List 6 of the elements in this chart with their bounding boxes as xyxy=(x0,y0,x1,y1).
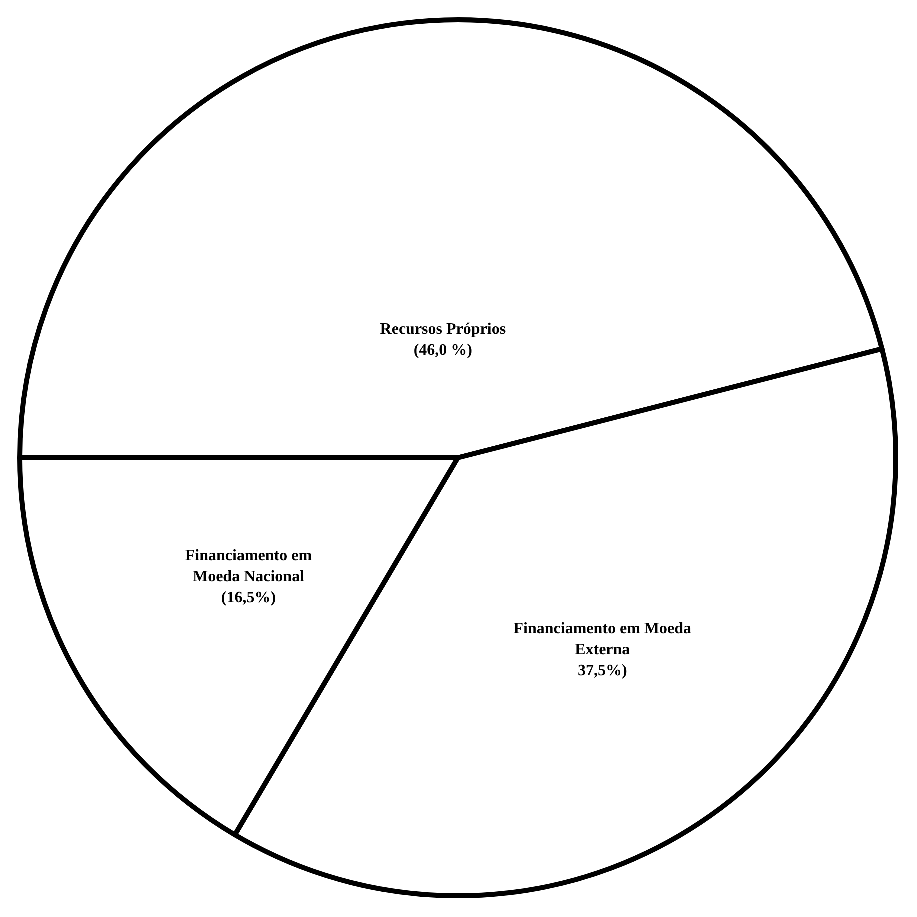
data-label: 37,5%) xyxy=(578,662,628,680)
slice-label: Financiamento em Moeda Nacional xyxy=(185,547,313,586)
slice-label: Financiamento em Moeda Externa xyxy=(514,620,692,658)
data-label: (16,5%) xyxy=(221,589,276,606)
slice-label: Recursos Próprios xyxy=(380,320,506,338)
data-label: (46,0 %) xyxy=(414,342,473,359)
